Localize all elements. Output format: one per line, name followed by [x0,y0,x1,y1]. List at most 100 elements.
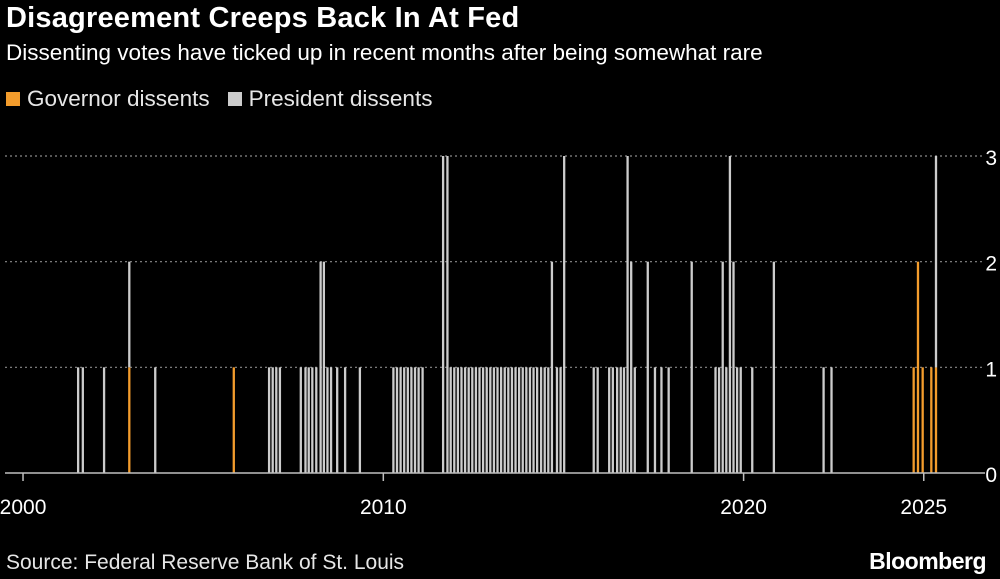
president-dissent-bar-0 [76,367,80,473]
president-dissent-bar-45 [496,367,499,473]
president-dissent-bar-50 [514,367,517,473]
president-dissent-bar-56 [536,367,539,473]
president-dissent-bar-42 [485,367,488,473]
president-dissent-bar-77 [667,367,670,473]
president-dissent-bar-13 [315,367,318,473]
source-note: Source: Federal Reserve Bank of St. Loui… [6,551,405,574]
president-dissent-bar-67 [611,367,614,473]
president-dissent-bar-30 [441,156,445,473]
president-dissent-bar-38 [471,367,474,473]
president-dissent-bar-72 [630,261,633,473]
president-dissent-bar-58 [543,367,546,473]
president-dissent-bar-26 [410,367,413,473]
president-dissent-bar-60 [550,261,554,473]
x-tick-label-2000: 2000 [0,496,46,519]
president-dissent-bar-47 [503,367,506,473]
president-dissent-bar-9 [299,367,302,473]
president-dissent-bar-33 [453,367,456,473]
president-dissent-bar-21 [392,367,395,473]
president-dissent-bar-35 [460,367,463,473]
president-dissent-bar-27 [413,367,417,473]
president-dissent-bar-23 [399,367,402,473]
president-dissent-bar-7 [275,367,278,473]
president-dissent-bar-85 [735,367,739,473]
president-dissent-bar-62 [559,367,562,473]
president-dissent-bar-91 [934,156,938,368]
president-dissent-bar-14 [319,261,322,473]
president-dissent-bar-12 [311,367,314,473]
president-dissent-bar-82 [725,367,728,473]
president-dissent-bar-78 [690,261,693,473]
x-tick-label-2010: 2010 [360,496,407,519]
president-dissent-bar-29 [421,367,424,473]
president-dissent-bar-22 [395,367,399,473]
president-dissent-bar-57 [539,367,543,473]
president-dissent-bar-8 [278,367,282,473]
president-dissent-bar-59 [547,367,550,473]
y-tick-label-3: 3 [985,147,997,170]
president-dissent-bar-19 [343,367,347,473]
president-dissent-bar-49 [510,367,514,473]
president-dissent-bar-37 [467,367,470,473]
president-dissent-bar-10 [304,367,307,473]
governor-dissent-bar-4 [921,367,924,473]
president-dissent-bar-43 [489,367,492,473]
president-swatch [227,92,242,106]
president-dissent-bar-17 [329,367,333,473]
president-dissent-bar-90 [830,367,833,473]
y-tick-label-0: 0 [985,464,997,487]
president-dissent-bar-52 [521,367,524,473]
president-dissent-bar-71 [626,156,629,473]
president-dissent-bar-87 [751,367,754,473]
president-dissent-bar-86 [739,367,742,473]
president-dissent-bar-11 [307,367,310,473]
president-dissent-bar-80 [717,367,721,473]
president-dissent-bar-44 [492,367,496,473]
president-dissent-bar-64 [592,367,595,473]
president-dissent-bar-1 [81,367,84,473]
president-dissent-bar-68 [615,367,619,473]
president-dissent-bar-6 [271,367,274,473]
president-dissent-bar-31 [446,156,449,473]
legend-item-governor: Governor dissents [6,86,210,112]
president-dissent-bar-3 [128,261,131,368]
bloomberg-logo: Bloomberg [869,548,986,574]
president-dissent-bar-79 [714,367,717,473]
president-dissent-bar-81 [721,261,724,473]
president-dissent-bar-40 [478,367,481,473]
president-dissent-bar-89 [822,367,825,473]
president-dissent-bar-41 [481,367,485,473]
chart-title: Disagreement Creeps Back In At Fed [6,2,520,34]
president-dissent-bar-73 [633,367,636,473]
legend-item-president: President dissents [227,86,433,112]
president-dissent-bar-75 [653,367,657,473]
governor-dissent-bar-0 [128,367,131,473]
president-dissent-bar-61 [555,367,559,473]
governor-dissent-bar-2 [912,367,915,473]
president-dissent-bar-55 [532,367,535,473]
president-dissent-bar-4 [154,367,157,473]
governor-dissent-bar-1 [232,367,235,473]
president-dissent-bar-66 [608,367,611,473]
governor-swatch [6,92,20,106]
governor-dissent-bar-6 [934,367,938,473]
y-tick-label-2: 2 [985,253,997,276]
x-tick-label-2025: 2025 [900,496,947,519]
president-dissent-bar-76 [660,367,663,473]
president-dissent-bar-28 [417,367,420,473]
president-dissent-bar-63 [563,156,566,473]
president-dissent-bar-84 [732,261,735,473]
president-dissent-bar-32 [449,367,452,473]
president-dissent-bar-18 [336,367,339,473]
president-dissent-bar-39 [474,367,478,473]
president-dissent-bar-83 [728,156,732,473]
president-dissent-bar-88 [772,261,776,473]
governor-dissent-bar-3 [916,261,920,473]
president-dissent-bar-25 [406,367,409,473]
governor-dissent-bar-5 [930,367,933,473]
legend-label-president: President dissents [248,86,433,111]
x-tick-label-2020: 2020 [720,496,767,519]
president-dissent-bar-5 [267,367,271,473]
president-dissent-bar-34 [456,367,460,473]
